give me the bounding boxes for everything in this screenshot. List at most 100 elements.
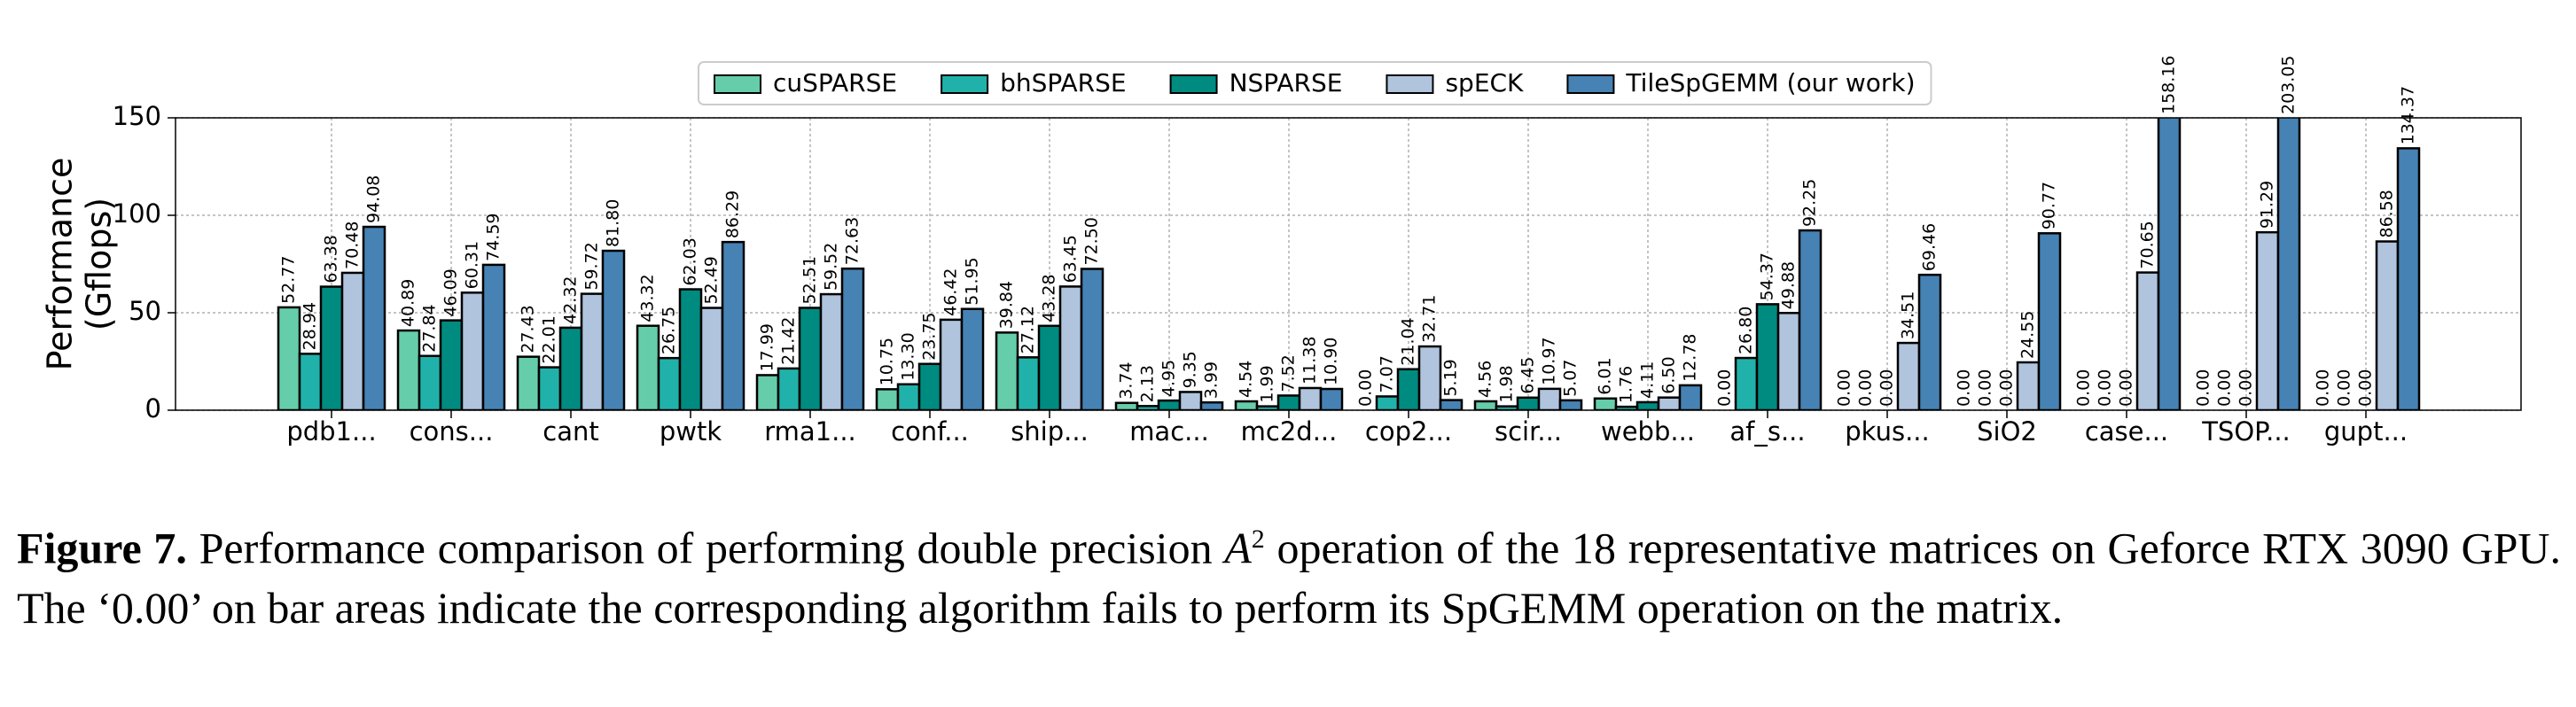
bar	[1439, 399, 1464, 410]
caption-label: Figure 7.	[17, 523, 187, 573]
legend-swatch	[941, 74, 989, 94]
value-label: 203.05	[2279, 56, 2299, 114]
value-label: 21.42	[779, 316, 799, 364]
value-label: 60.31	[463, 241, 482, 289]
bar	[1298, 386, 1323, 410]
x-tick-label: cons...	[410, 416, 494, 447]
bar	[340, 271, 365, 410]
value-label: 24.55	[2018, 311, 2038, 359]
x-tick-label: cop2...	[1365, 416, 1452, 447]
value-label: 17.99	[758, 323, 777, 371]
bar	[1319, 387, 1344, 410]
value-label: 10.90	[1322, 338, 1341, 385]
value-label: 0.00	[1997, 369, 2017, 407]
value-label: 7.52	[1279, 354, 1299, 392]
value-label: 43.32	[638, 274, 658, 322]
value-label: 2.13	[1138, 365, 1158, 402]
value-label: 92.25	[1800, 179, 1820, 227]
bar	[1734, 356, 1759, 410]
value-label: 43.28	[1040, 274, 1059, 322]
value-label: 63.38	[322, 235, 341, 283]
value-label: 90.77	[2040, 182, 2059, 229]
bar	[798, 307, 823, 410]
value-label: 59.52	[822, 243, 841, 291]
legend-label: NSPARSE	[1229, 68, 1343, 97]
value-label: 52.51	[800, 256, 820, 304]
caption-text: operation of the 18 representative matri…	[17, 523, 2561, 633]
bar	[1635, 400, 1660, 410]
bar	[636, 324, 660, 410]
value-label: 0.00	[1955, 369, 1974, 407]
bar	[396, 329, 421, 410]
y-tick-label: 150	[113, 101, 161, 131]
bar	[777, 367, 801, 410]
value-label: 40.89	[399, 279, 418, 327]
bar	[439, 319, 464, 410]
value-label: 54.37	[1758, 252, 1777, 300]
value-label: 27.84	[420, 304, 440, 352]
value-label: 51.95	[963, 257, 982, 305]
value-label: 0.00	[1976, 369, 1995, 407]
value-label: 6.01	[1596, 357, 1615, 394]
value-label: 59.72	[582, 242, 602, 290]
value-label: 63.45	[1061, 235, 1081, 283]
bar	[1037, 324, 1062, 410]
value-label: 0.00	[2194, 369, 2213, 407]
y-tick-label: 0	[145, 393, 161, 423]
bar	[896, 383, 921, 410]
bar	[1375, 395, 1400, 410]
legend: cuSPARSE bhSPARSE NSPARSE spECK TileSpGEMM (…	[698, 61, 1932, 105]
caption-sup: 2	[1251, 524, 1265, 554]
value-label: 81.80	[604, 199, 623, 247]
value-label: 27.43	[519, 305, 538, 353]
y-axis-label: Performance	[41, 158, 80, 371]
value-label: 74.59	[484, 213, 503, 260]
value-label: 52.77	[279, 255, 299, 303]
bar	[917, 362, 942, 410]
value-label: 5.07	[1561, 360, 1581, 397]
bar	[298, 353, 323, 410]
chart: 0 50 100 150 pdb1... cons... cant pwtk rma1... co…	[41, 56, 2522, 447]
legend-label: TileSpGEMM (our work)	[1625, 68, 1915, 97]
legend-swatch	[1169, 74, 1218, 94]
bar	[1016, 356, 1041, 410]
bar	[995, 331, 1019, 410]
bar	[362, 225, 386, 410]
value-label: 13.30	[899, 332, 918, 380]
value-label: 86.58	[2377, 190, 2397, 237]
value-label: 6.45	[1518, 356, 1538, 393]
value-label: 27.12	[1019, 306, 1038, 354]
value-label: 1.98	[1497, 365, 1517, 402]
value-label: 72.63	[843, 217, 863, 265]
value-label: 72.50	[1082, 217, 1102, 265]
value-label: 91.29	[2258, 181, 2277, 229]
bar	[2016, 361, 2041, 410]
bar	[1157, 399, 1182, 410]
bar	[1657, 396, 1682, 410]
legend-swatch	[1386, 74, 1434, 94]
bar	[1755, 303, 1780, 410]
bar	[516, 355, 541, 410]
value-label: 26.80	[1737, 307, 1756, 354]
value-label: 158.16	[2159, 56, 2179, 114]
bar	[2276, 118, 2301, 410]
bar	[1276, 394, 1301, 410]
bar	[558, 326, 583, 410]
value-label: 0.00	[2356, 369, 2376, 407]
bar	[1516, 396, 1541, 410]
value-label: 70.48	[343, 221, 363, 269]
x-tick-label: webb...	[1601, 416, 1695, 447]
bar	[460, 291, 485, 410]
value-label: 10.75	[878, 338, 897, 385]
bar	[1114, 401, 1139, 410]
value-label: 0.00	[2314, 369, 2333, 407]
bar	[2255, 230, 2280, 410]
x-tick-label: TSOP...	[2201, 416, 2291, 447]
value-label: 0.00	[2215, 369, 2235, 407]
value-label: 0.00	[1715, 369, 1735, 407]
bar	[580, 292, 605, 410]
value-label: 46.09	[441, 268, 461, 316]
value-label: 11.38	[1300, 337, 1320, 385]
x-tick-label: af_s...	[1729, 416, 1805, 447]
